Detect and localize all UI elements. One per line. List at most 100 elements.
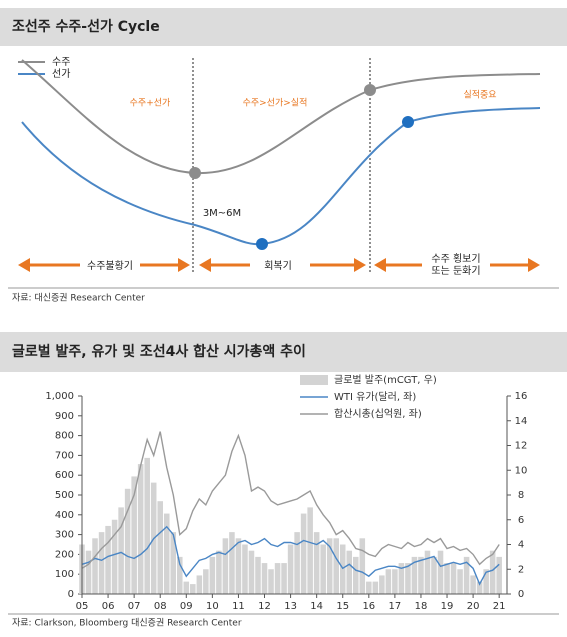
bar bbox=[183, 581, 190, 594]
y-tick-label: 0 bbox=[68, 589, 74, 600]
x-tick-label: 20 bbox=[467, 601, 480, 612]
bar bbox=[268, 569, 274, 594]
bar bbox=[170, 532, 177, 594]
bar bbox=[287, 544, 294, 594]
bar bbox=[235, 538, 242, 594]
y2-tick-label: 14 bbox=[515, 416, 528, 427]
bar bbox=[177, 556, 183, 594]
y2-tick-label: 2 bbox=[518, 564, 524, 575]
x-tick-label: 14 bbox=[310, 601, 323, 612]
bar bbox=[92, 538, 98, 594]
y-tick-label: 100 bbox=[55, 569, 74, 580]
bar bbox=[118, 507, 124, 594]
diagram: 수주 선가 수주+선가 수주>선가>실적 실적중요 3M~6M 수주불황기 회복… bbox=[18, 56, 541, 277]
bar bbox=[313, 532, 320, 594]
bar bbox=[163, 513, 170, 594]
legend-label: 선가 bbox=[52, 68, 70, 80]
y-tick-label: 700 bbox=[55, 450, 74, 461]
header-title: 글로벌 발주, 유가 및 조선4사 합산 시가총액 추이 bbox=[12, 343, 306, 360]
bar bbox=[242, 544, 248, 594]
bar bbox=[190, 584, 196, 594]
bar bbox=[111, 519, 118, 594]
y2-tick-label: 12 bbox=[515, 441, 528, 452]
y-tick-label: 200 bbox=[55, 549, 74, 560]
bar bbox=[489, 550, 496, 594]
bar bbox=[483, 569, 489, 594]
x-tick-label: 07 bbox=[128, 601, 141, 612]
legend-label: WTI 유가(달러, 좌) bbox=[334, 391, 416, 403]
header-bar bbox=[0, 332, 567, 372]
phase-label: 수주>선가>실적 bbox=[243, 97, 308, 109]
phase-label: 실적중요 bbox=[463, 89, 496, 101]
x-tick-label: 08 bbox=[154, 601, 167, 612]
bar bbox=[333, 538, 339, 594]
bar bbox=[248, 550, 255, 594]
y2-tick-label: 16 bbox=[515, 391, 528, 402]
lag-label: 3M~6M bbox=[203, 208, 241, 219]
bar bbox=[209, 556, 216, 594]
dot bbox=[364, 84, 376, 96]
bar bbox=[261, 563, 268, 594]
y2-tick-label: 0 bbox=[518, 589, 524, 600]
bar bbox=[157, 501, 163, 594]
x-tick-label: 21 bbox=[493, 601, 506, 612]
bar bbox=[366, 581, 372, 594]
bar bbox=[124, 488, 131, 594]
x-tick-label: 05 bbox=[76, 601, 89, 612]
y-tick-label: 400 bbox=[55, 510, 74, 521]
dot bbox=[402, 116, 414, 128]
x-tick-label: 19 bbox=[441, 601, 454, 612]
legend-label: 글로벌 발주(mCGT, 우) bbox=[334, 374, 437, 386]
x-tick-label: 09 bbox=[180, 601, 193, 612]
bar bbox=[346, 550, 353, 594]
period-label: 또는 둔화기 bbox=[431, 265, 480, 277]
bar bbox=[222, 538, 229, 594]
bar bbox=[392, 569, 398, 594]
header-bar bbox=[0, 8, 567, 46]
bar bbox=[411, 556, 418, 594]
bar bbox=[450, 563, 457, 594]
x-tick-label: 17 bbox=[389, 601, 402, 612]
bar bbox=[326, 538, 333, 594]
bar bbox=[320, 544, 326, 594]
phase-label: 수주+선가 bbox=[130, 98, 171, 109]
x-tick-label: 18 bbox=[415, 601, 428, 612]
x-tick-label: 06 bbox=[102, 601, 115, 612]
period-label: 수주 횡보기 bbox=[431, 253, 480, 265]
bar bbox=[444, 563, 450, 594]
bar bbox=[431, 556, 437, 594]
bar bbox=[457, 569, 463, 594]
period-label: 회복기 bbox=[264, 260, 292, 272]
y-tick-label: 300 bbox=[55, 530, 74, 541]
bar bbox=[463, 556, 470, 594]
bar bbox=[137, 464, 144, 594]
bar bbox=[379, 575, 385, 594]
y-tick-label: 600 bbox=[55, 470, 74, 481]
y-tick-label: 900 bbox=[55, 411, 74, 422]
bar bbox=[353, 556, 359, 594]
bar bbox=[255, 556, 261, 594]
bar bbox=[294, 532, 300, 594]
line bbox=[81, 431, 500, 569]
dot bbox=[256, 238, 268, 250]
bar bbox=[196, 575, 203, 594]
x-tick-label: 12 bbox=[258, 601, 271, 612]
bar bbox=[470, 575, 476, 594]
bar bbox=[229, 532, 235, 594]
bar bbox=[274, 563, 281, 594]
chart: 0 100 200 300 400 500 600 700 800 900 1,000 0 2 4 6 8 10… bbox=[45, 374, 527, 612]
y-tick-label: 800 bbox=[55, 431, 74, 442]
bar bbox=[372, 581, 379, 594]
bar bbox=[281, 563, 287, 594]
period-label: 수주불황기 bbox=[87, 260, 133, 272]
bar bbox=[424, 550, 431, 594]
source: 자료: 대신증권 Research Center bbox=[12, 292, 145, 304]
order-curve bbox=[21, 59, 541, 175]
bar bbox=[216, 550, 222, 594]
bar bbox=[496, 556, 502, 594]
legend-label: 수주 bbox=[52, 56, 70, 68]
bar bbox=[339, 544, 346, 594]
line bbox=[81, 525, 500, 586]
x-tick-label: 16 bbox=[362, 601, 375, 612]
